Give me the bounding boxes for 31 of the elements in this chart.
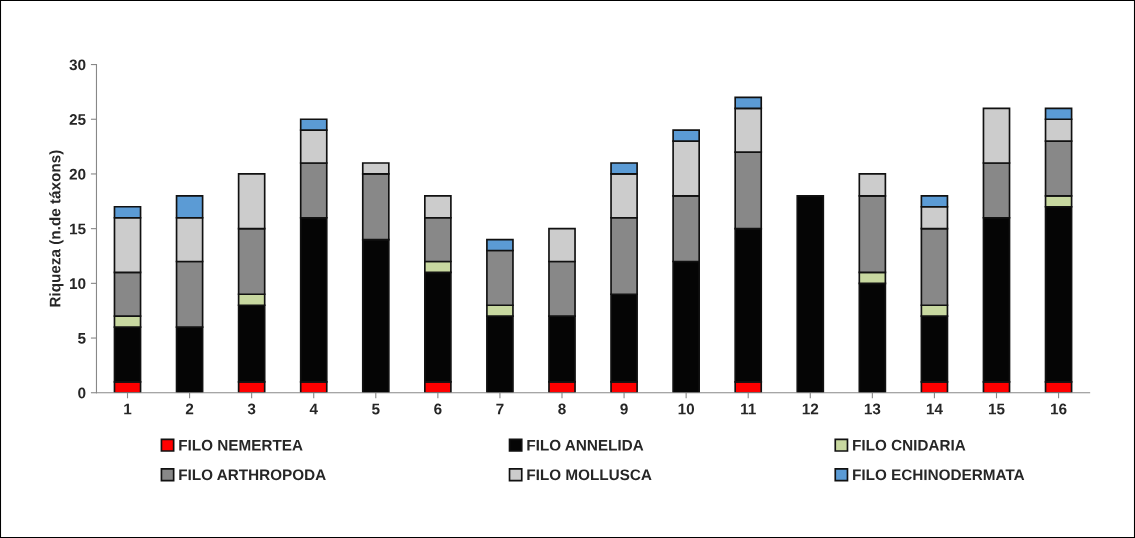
x-tick-label: 5 <box>372 403 380 415</box>
y-tick-label: 30 <box>69 59 86 71</box>
legend-label: FILO ANNELIDA <box>527 439 644 451</box>
x-tick-label: 12 <box>802 403 819 415</box>
legend-label: FILO ARTHROPODA <box>179 469 326 481</box>
y-tick-label: 5 <box>78 333 86 344</box>
x-tick-label: 8 <box>558 403 566 415</box>
legend-label: FILO MOLLUSCA <box>527 469 652 481</box>
x-tick-label: 10 <box>678 403 695 415</box>
x-tick-label: 15 <box>988 403 1005 415</box>
x-tick-label: 7 <box>496 403 504 415</box>
x-tick-label: 3 <box>247 403 256 415</box>
x-tick-label: 13 <box>864 403 881 415</box>
legend-label: FILO CNIDARIA <box>853 439 966 451</box>
y-tick-label: 25 <box>69 114 86 125</box>
x-tick-label: 11 <box>741 403 756 415</box>
legend-label: FILO ECHINODERMATA <box>853 469 1025 481</box>
x-tick-label: 1 <box>124 403 132 415</box>
y-tick-label: 20 <box>69 168 86 180</box>
x-tick-label: 4 <box>309 403 318 415</box>
y-tick-label: 15 <box>70 223 86 235</box>
y-tick-label: 0 <box>78 387 86 399</box>
x-tick-label: 14 <box>926 403 943 415</box>
bar <box>796 194 825 393</box>
x-tick-label: 16 <box>1051 403 1067 415</box>
x-tick-label: 9 <box>620 403 628 415</box>
x-tick-label: 2 <box>185 403 194 415</box>
x-tick-label: 6 <box>434 403 442 415</box>
legend-label: FILO NEMERTEA <box>179 439 303 451</box>
y-axis-title: Riqueza (n.de táxons) <box>49 150 64 307</box>
y-tick-label: 10 <box>70 278 86 290</box>
